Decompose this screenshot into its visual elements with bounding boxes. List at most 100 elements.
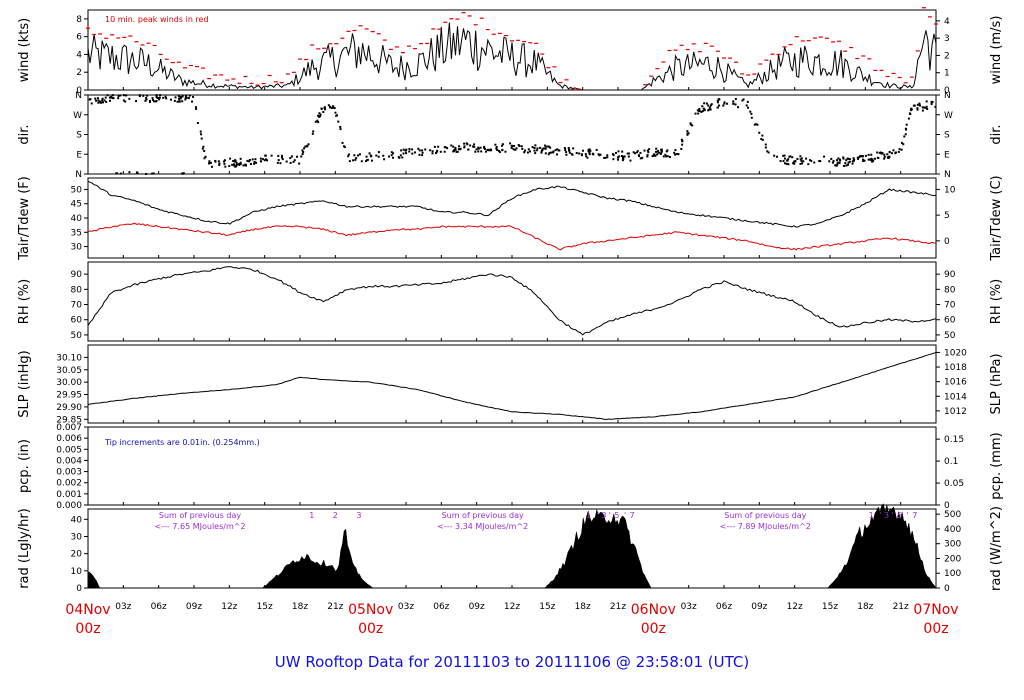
- dir-point: [918, 104, 921, 107]
- dir-point: [526, 151, 529, 154]
- dir-point: [474, 150, 477, 153]
- dir-tick-label: N: [75, 170, 82, 180]
- dir-point: [128, 97, 131, 100]
- pcp-tick-label: 0.005: [56, 445, 82, 455]
- dir-point: [702, 107, 705, 110]
- dir-point: [886, 153, 889, 156]
- dir-point: [598, 154, 601, 157]
- x-tick-label: 21z: [610, 602, 626, 612]
- dir-point: [102, 101, 105, 104]
- dir-point: [544, 144, 547, 147]
- dir-point: [454, 146, 457, 149]
- dir-point: [191, 100, 194, 103]
- dir-point: [832, 160, 835, 163]
- dir-point: [556, 153, 559, 156]
- dir-point: [181, 95, 184, 98]
- dir-point: [616, 156, 619, 159]
- dir-point: [674, 153, 677, 156]
- dir-point: [242, 164, 245, 167]
- dir-point: [479, 146, 482, 149]
- dir-point: [550, 151, 553, 154]
- dir-point: [707, 104, 710, 107]
- rh-ylabel-right: RH (%): [989, 279, 1004, 324]
- dir-point: [358, 153, 361, 156]
- dir-point: [857, 157, 860, 160]
- dir-point: [823, 155, 826, 158]
- dir-point: [106, 94, 109, 97]
- dir-point: [483, 145, 486, 148]
- dir-point: [924, 106, 927, 109]
- dir-point: [586, 156, 589, 159]
- dir-point: [353, 154, 356, 157]
- dir-point: [232, 163, 235, 166]
- dir-point: [791, 156, 794, 159]
- dir-point: [737, 106, 740, 109]
- dir-point: [253, 162, 256, 165]
- dir-point: [208, 160, 211, 163]
- dir-point: [782, 154, 785, 157]
- pcp-annotation: Tip increments are 0.01in. (0.254mm.): [104, 438, 260, 447]
- slp-ylabel: SLP (inHg): [17, 350, 32, 418]
- dir-point: [235, 163, 238, 166]
- dir-point: [115, 172, 118, 175]
- dir-point: [921, 106, 924, 109]
- dir-point: [556, 148, 559, 151]
- dir-point: [578, 152, 581, 155]
- dir-point: [401, 156, 404, 159]
- dir-point: [185, 96, 188, 99]
- x-tick-label: 06z: [716, 602, 732, 612]
- dir-point: [665, 150, 668, 153]
- dir-point: [165, 97, 168, 100]
- dir-point: [621, 159, 624, 162]
- x-tick-label: 21z: [893, 602, 909, 612]
- dir-point: [475, 148, 478, 151]
- rh-tick-label-right: 90: [944, 270, 956, 280]
- wind-tick-label: 0: [76, 86, 82, 96]
- dir-point: [392, 156, 395, 159]
- dir-point: [265, 158, 268, 161]
- rad-tick-label: 0: [76, 584, 82, 594]
- rad-tick-label-right: 500: [944, 510, 961, 520]
- x-date-label: 07Nov: [913, 602, 958, 618]
- dir-point: [108, 99, 111, 102]
- dir-point: [686, 132, 689, 135]
- dir-point: [398, 156, 401, 159]
- x-date-label: 05Nov: [348, 602, 393, 618]
- dir-point: [431, 150, 434, 153]
- dir-point: [753, 123, 756, 126]
- dir-point: [128, 171, 131, 174]
- dir-point: [880, 152, 883, 155]
- dir-point: [181, 172, 184, 175]
- dir-point: [637, 154, 640, 157]
- x-tick-label: 03z: [681, 602, 697, 612]
- x-date-hour: 00z: [641, 621, 666, 637]
- dir-point: [255, 161, 258, 164]
- dir-tick-label: S: [76, 131, 82, 141]
- dir-point: [606, 156, 609, 159]
- dir-point: [317, 121, 320, 124]
- dir-point: [567, 146, 570, 149]
- dir-point: [627, 152, 630, 155]
- dir-point: [153, 100, 156, 103]
- rad-hour-marker: 1: [869, 511, 874, 520]
- dir-point: [701, 105, 704, 108]
- wind-ylabel-right: wind (m/s): [989, 16, 1004, 85]
- dir-point: [632, 151, 635, 154]
- dir-point: [921, 109, 924, 112]
- dir-point: [400, 149, 403, 152]
- dir-point: [694, 112, 697, 115]
- dir-point: [623, 155, 626, 158]
- dir-point: [868, 158, 871, 161]
- dir-point: [439, 150, 442, 153]
- rad-day-note: Sum of previous day: [159, 511, 241, 520]
- dir-point: [747, 106, 750, 109]
- dir-point: [652, 154, 655, 157]
- x-date-hour: 00z: [358, 621, 383, 637]
- dir-point: [686, 133, 689, 136]
- dir-point: [142, 94, 145, 97]
- dir-point: [572, 147, 575, 150]
- dir-point: [324, 108, 327, 111]
- dir-point: [218, 162, 221, 165]
- dir-point: [863, 159, 866, 162]
- pcp-tick-label: 0.006: [56, 434, 82, 444]
